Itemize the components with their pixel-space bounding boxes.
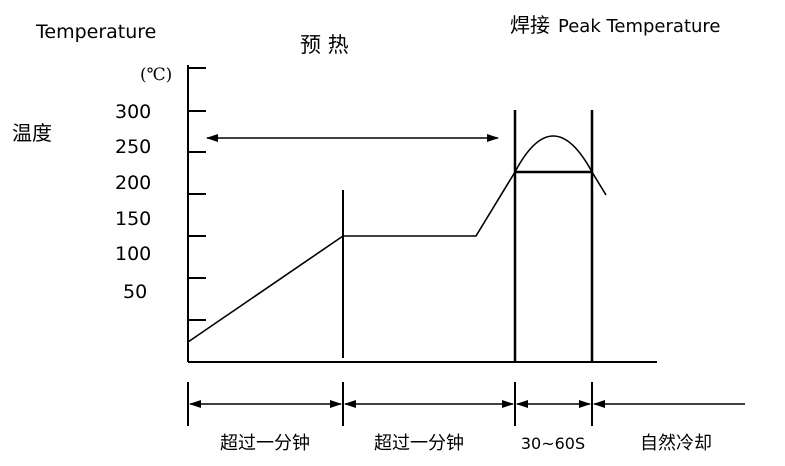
peak-temperature-label: Peak Temperature — [558, 16, 720, 37]
time-segment-label-3: 30~60S — [521, 434, 585, 453]
y-tick-label-300: 300 — [115, 101, 151, 123]
time-segment-label-1: 超过一分钟 — [220, 433, 310, 454]
y-tick-label-50: 50 — [123, 281, 147, 303]
preheat-label: 预 热 — [300, 33, 349, 57]
y-tick-label-200: 200 — [115, 172, 151, 194]
temperature-label-en: Temperature — [35, 21, 156, 43]
temperature-profile-curve — [187, 135, 607, 343]
unit-label: (℃) — [140, 65, 172, 85]
y-tick-label-150: 150 — [115, 208, 151, 230]
time-segment-label-4: 自然冷却 — [640, 433, 712, 454]
y-tick-label-250: 250 — [115, 136, 151, 158]
y-tick-label-100: 100 — [115, 243, 151, 265]
y-tick-marks — [188, 67, 206, 321]
soldering-label: 焊接 — [510, 13, 550, 37]
temperature-label-cn: 温度 — [12, 121, 52, 145]
time-segment-label-2: 超过一分钟 — [374, 433, 464, 454]
